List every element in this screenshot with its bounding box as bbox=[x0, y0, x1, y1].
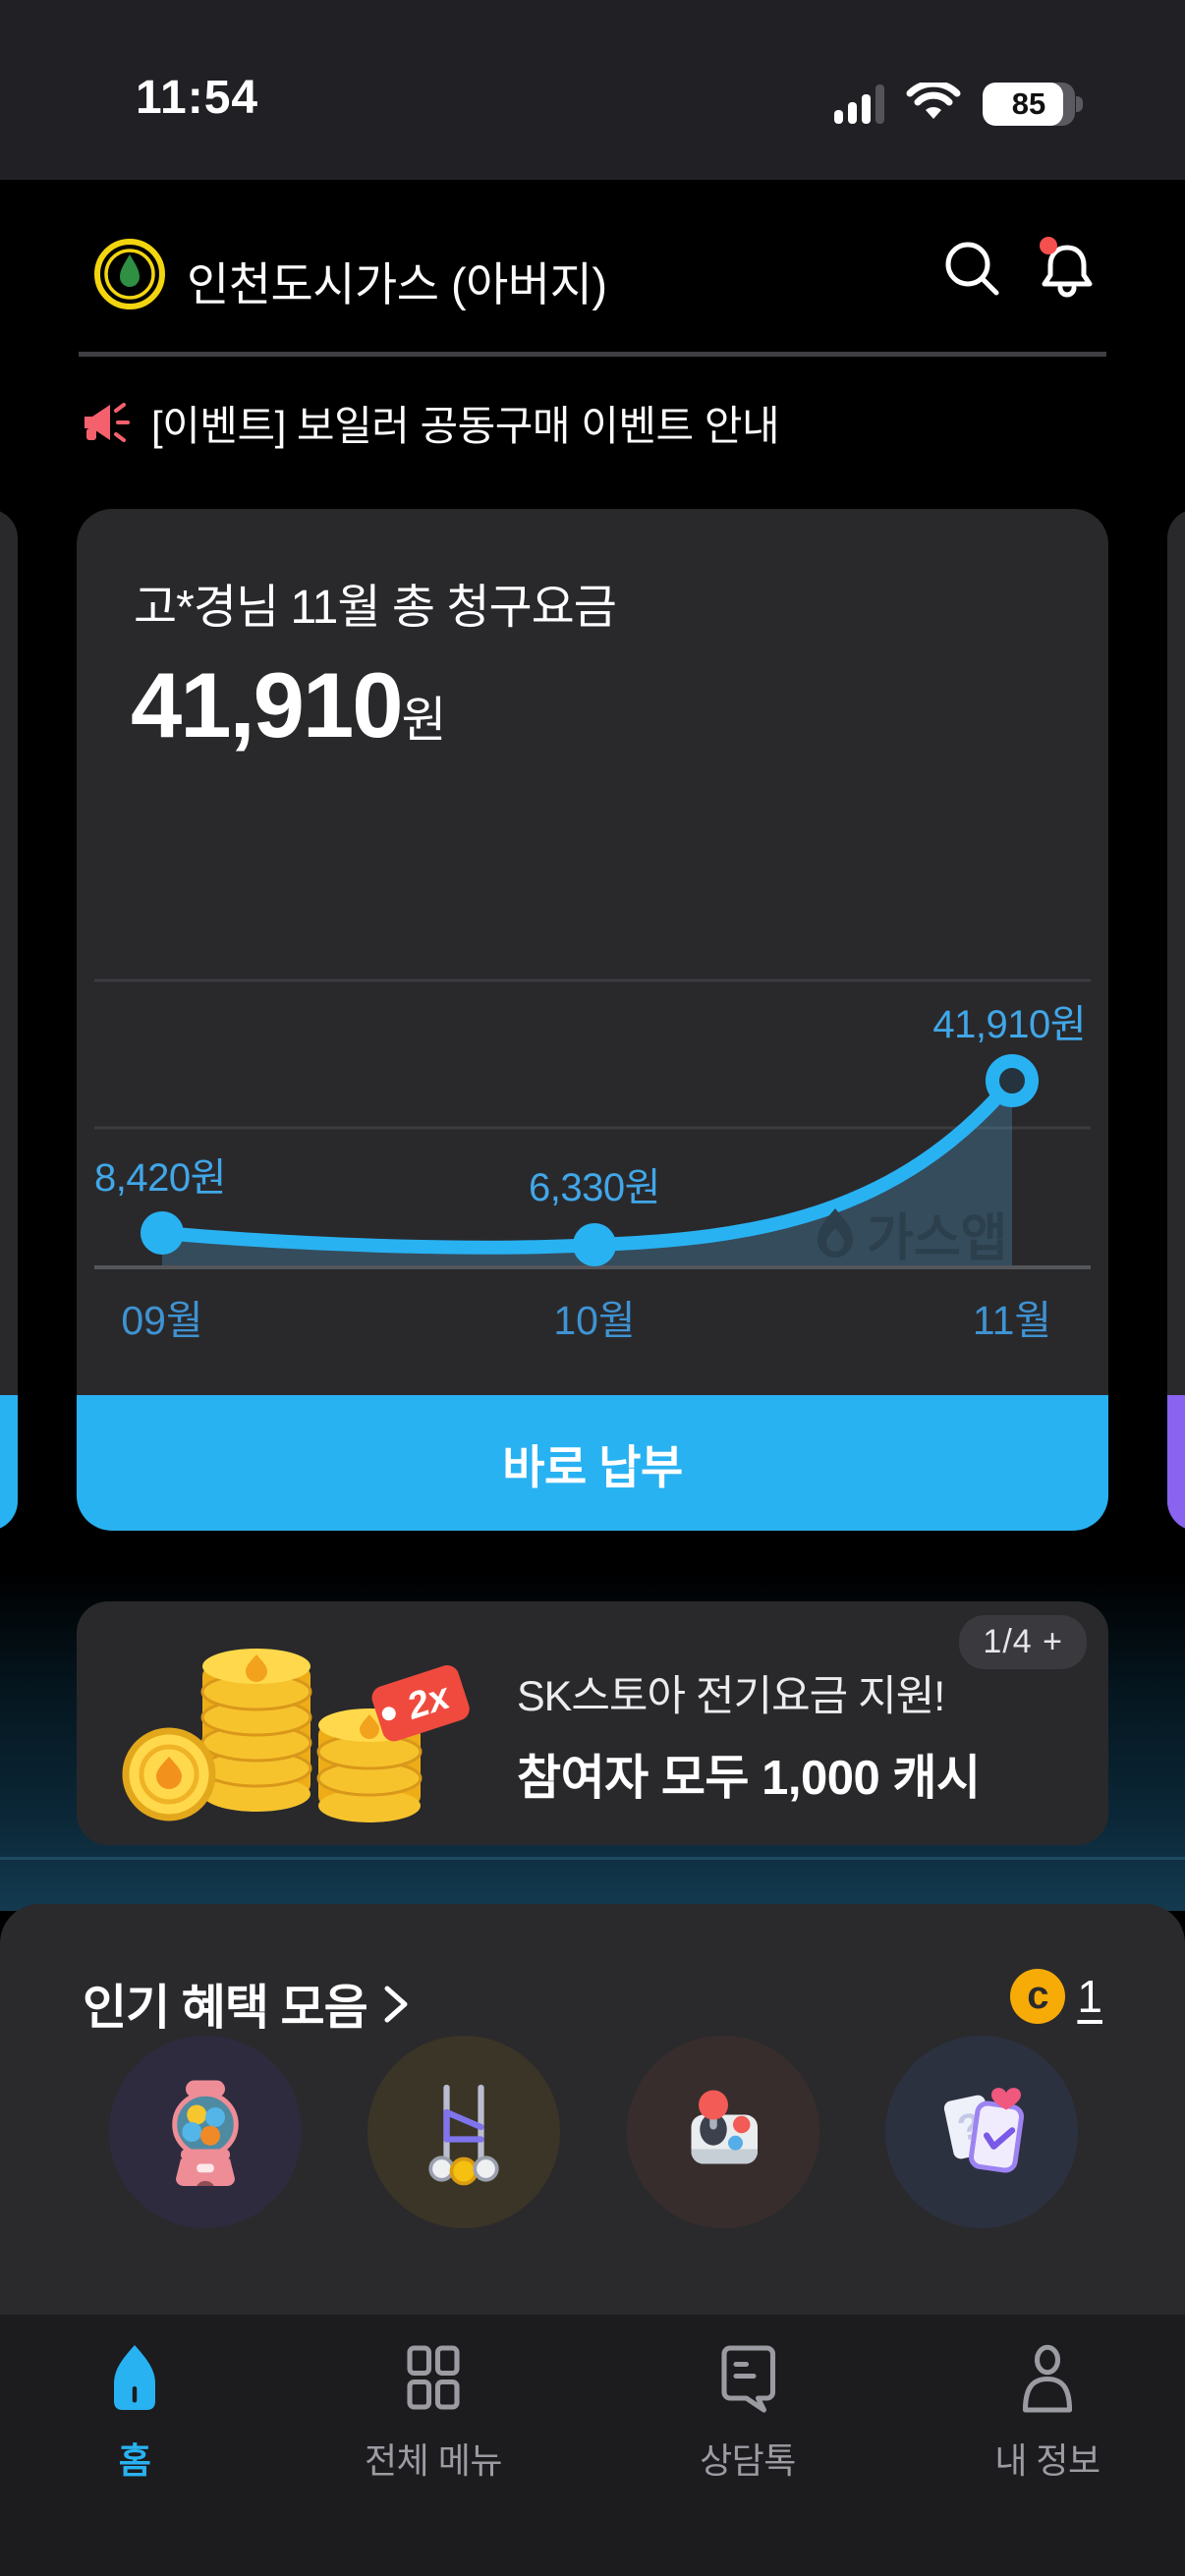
promo-line1: SK스토아 전기요금 지원! bbox=[517, 1673, 945, 1720]
app-header: 인천도시가스 (아버지) bbox=[0, 180, 1185, 339]
bill-amount: 41,910원 bbox=[131, 652, 447, 758]
chart-point-nov bbox=[986, 1054, 1039, 1107]
battery-icon: 85 bbox=[983, 83, 1083, 126]
benefits-section-title: 인기 혜택 모음 bbox=[83, 1982, 368, 2035]
bill-amount-unit: 원 bbox=[401, 693, 447, 748]
carousel-card-previous[interactable] bbox=[0, 509, 18, 1531]
profile-icon bbox=[1022, 2344, 1073, 2413]
chart-point-sep bbox=[141, 1211, 184, 1255]
cash-count: 1 bbox=[1077, 1971, 1102, 2022]
status-icons: 85 bbox=[834, 83, 1083, 126]
quiz-cards-icon: ? bbox=[943, 2088, 1025, 2173]
arcade-game-icon bbox=[691, 2090, 758, 2164]
carousel-card-next[interactable] bbox=[1167, 509, 1185, 1531]
battery-percent: 85 bbox=[1011, 86, 1046, 121]
ladder-game-icon bbox=[428, 2084, 499, 2186]
page-title: 인천도시가스 (아버지) bbox=[187, 258, 607, 310]
promo-line2: 참여자 모두 1,000 캐시 bbox=[517, 1752, 981, 1805]
menu-grid-icon bbox=[407, 2345, 460, 2410]
chevron-right-icon bbox=[384, 1986, 408, 2022]
chart-value-label-oct: 6,330원 bbox=[529, 1166, 660, 1209]
event-notice-banner[interactable]: [이벤트] 보일러 공동구매 이벤트 안내 bbox=[79, 385, 1106, 460]
benefits-panel: 인기 혜택 모음 c 1 bbox=[0, 1904, 1185, 2315]
flame-icon bbox=[818, 1207, 853, 1258]
header-divider bbox=[79, 352, 1106, 357]
app-watermark: 가스앱 bbox=[812, 1197, 1008, 1270]
chart-axis-label-nov: 11월 bbox=[972, 1298, 1052, 1343]
search-icon bbox=[945, 242, 999, 295]
benefits-section-link[interactable]: 인기 혜택 모음 bbox=[83, 1969, 411, 2039]
status-time: 11:54 bbox=[136, 72, 259, 124]
coin-stack-left bbox=[200, 1649, 312, 1812]
promo-text: SK스토아 전기요금 지원! 참여자 모두 1,000 캐시 bbox=[517, 1662, 981, 1809]
search-button[interactable] bbox=[933, 231, 1012, 309]
nav-label-my-info: 내 정보 bbox=[994, 2440, 1100, 2481]
watermark-text: 가스앱 bbox=[867, 1210, 1008, 1267]
chat-icon bbox=[721, 2345, 776, 2413]
benefit-item-quiz-cards[interactable]: ? bbox=[885, 2036, 1078, 2228]
coin-front bbox=[122, 1727, 216, 1821]
background-glow-line bbox=[0, 1857, 1185, 1860]
notification-badge bbox=[1040, 236, 1057, 254]
status-bar: 11:54 85 bbox=[0, 0, 1185, 180]
nav-item-all-menu[interactable]: 전체 메뉴 bbox=[325, 2342, 541, 2484]
chart-axis-label-sep: 09월 bbox=[121, 1298, 203, 1343]
home-icon bbox=[114, 2345, 155, 2410]
event-notice-text: [이벤트] 보일러 공동구매 이벤트 안내 bbox=[151, 402, 780, 449]
coins-illustration: 2x bbox=[122, 1649, 470, 1822]
chart-value-label-sep: 8,420원 bbox=[94, 1156, 226, 1200]
notifications-button[interactable] bbox=[1028, 231, 1106, 309]
gumball-machine-icon bbox=[172, 2080, 239, 2186]
cash-balance[interactable]: c 1 bbox=[1010, 1969, 1102, 2024]
wifi-icon bbox=[906, 83, 961, 119]
bill-card-title: 고*경님 11월 총 청구요금 bbox=[134, 582, 617, 634]
cash-coin-icon: c bbox=[1010, 1969, 1066, 2024]
billing-history-chart: 8,420원 6,330원 41,910원 09월 10월 11월 가스앱 bbox=[77, 953, 1108, 1346]
nav-item-my-info[interactable]: 내 정보 bbox=[939, 2342, 1156, 2484]
nav-label-chat: 상담톡 bbox=[700, 2440, 796, 2481]
chart-axis-label-oct: 10월 bbox=[553, 1298, 636, 1343]
chart-point-oct bbox=[573, 1223, 616, 1266]
signal-strength-icon bbox=[834, 84, 884, 124]
bill-card[interactable]: 고*경님 11월 총 청구요금 41,910원 8,420원 6,330원 41… bbox=[77, 509, 1108, 1531]
pay-now-button[interactable]: 바로 납부 bbox=[77, 1395, 1108, 1531]
gas-company-logo-icon bbox=[94, 239, 165, 309]
line-chart-canvas bbox=[94, 979, 1091, 1269]
bill-amount-value: 41,910 bbox=[131, 653, 404, 756]
benefit-item-ladder-game[interactable] bbox=[367, 2036, 560, 2228]
bell-icon bbox=[1040, 236, 1093, 297]
nav-label-home: 홈 bbox=[118, 2440, 151, 2481]
price-tag-2x: 2x bbox=[371, 1665, 470, 1742]
nav-item-chat[interactable]: 상담톡 bbox=[640, 2342, 856, 2484]
promo-banner[interactable]: 1/4 + bbox=[77, 1601, 1108, 1845]
bottom-navigation: 홈 전체 메뉴 상담톡 내 정보 bbox=[0, 2315, 1185, 2576]
benefit-item-arcade[interactable] bbox=[627, 2036, 819, 2228]
benefit-item-gumball[interactable] bbox=[109, 2036, 302, 2228]
megaphone-icon bbox=[85, 403, 130, 442]
promo-pagination-badge[interactable]: 1/4 + bbox=[959, 1615, 1087, 1669]
chart-value-label-nov: 41,910원 bbox=[932, 1003, 1086, 1046]
nav-item-home[interactable]: 홈 bbox=[27, 2342, 243, 2484]
nav-label-all-menu: 전체 메뉴 bbox=[365, 2440, 502, 2481]
